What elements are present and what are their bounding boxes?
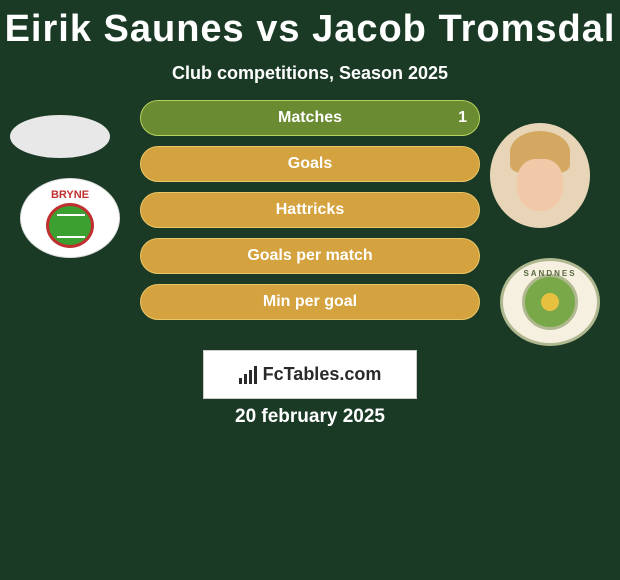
- watermark-text: FcTables.com: [263, 364, 382, 385]
- stat-pill-mpg: Min per goal: [140, 284, 480, 320]
- page-title: Eirik Saunes vs Jacob Tromsdal: [0, 0, 620, 51]
- stat-label: Goals: [288, 155, 332, 173]
- stat-row-goals: Goals: [0, 146, 620, 192]
- stat-label: Hattricks: [276, 201, 344, 219]
- watermark-box: FcTables.com: [203, 350, 417, 399]
- stat-label: Matches: [278, 109, 342, 127]
- date-text: 20 february 2025: [0, 406, 620, 428]
- chart-bars-icon: [239, 366, 257, 384]
- stat-row-matches: Matches 1: [0, 100, 620, 146]
- stat-pill-matches: Matches 1: [140, 100, 480, 136]
- stat-row-mpg: Min per goal: [0, 284, 620, 330]
- stat-label: Goals per match: [247, 247, 372, 265]
- stats-area: Matches 1 Goals Hattricks Goals per matc…: [0, 100, 620, 330]
- stat-row-gpm: Goals per match: [0, 238, 620, 284]
- stat-value-right: 1: [458, 109, 467, 127]
- stat-row-hattricks: Hattricks: [0, 192, 620, 238]
- infographic-container: Eirik Saunes vs Jacob Tromsdal Club comp…: [0, 0, 620, 580]
- stat-pill-goals: Goals: [140, 146, 480, 182]
- subtitle: Club competitions, Season 2025: [0, 63, 620, 84]
- stat-pill-hattricks: Hattricks: [140, 192, 480, 228]
- stat-label: Min per goal: [263, 293, 357, 311]
- stat-pill-gpm: Goals per match: [140, 238, 480, 274]
